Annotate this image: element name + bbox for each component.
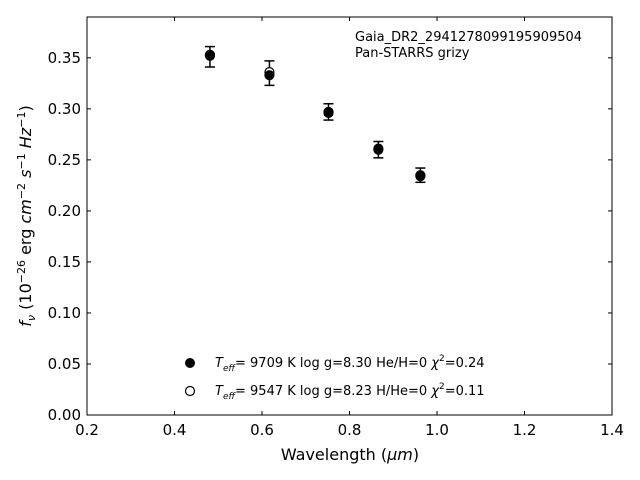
data-points: [204, 49, 426, 182]
x-tick-label: 1.4: [600, 421, 624, 439]
y-axis-ticks: 0.00 0.05 0.10 0.15 0.20 0.25 0.30 0.35: [48, 49, 612, 424]
legend-label-2: Teff= 9547 K log g=8.23 H/He=0 χ2=0.11: [215, 382, 485, 402]
model-point-filled: [373, 143, 384, 154]
model-point-filled: [323, 106, 334, 118]
x-tick-label: 0.8: [338, 421, 362, 439]
y-tick-label: 0.15: [48, 253, 81, 271]
y-tick-label: 0.05: [48, 355, 81, 373]
legend: Teff= 9709 K log g=8.30 He/H=0 χ2=0.24 T…: [184, 354, 485, 402]
model-point-filled: [204, 49, 216, 60]
x-tick-label: 0.4: [163, 421, 187, 439]
y-axis-label: fν (10−26 erg cm−2 s−1 Hz−1): [15, 105, 38, 326]
x-tick-label: 0.2: [75, 421, 99, 439]
x-tick-label: 1.2: [513, 421, 537, 439]
y-tick-label: 0.20: [48, 202, 81, 220]
y-tick-label: 0.10: [48, 304, 81, 322]
x-axis-label: Wavelength (μm): [281, 445, 419, 464]
annotation-line-1: Gaia_DR2_2941278099195909504: [355, 30, 582, 45]
y-tick-label: 0.25: [48, 151, 81, 169]
model-point-filled: [264, 70, 275, 81]
x-axis-ticks: 0.2 0.4 0.6 0.8 1.0 1.2 1.4: [75, 17, 624, 439]
y-tick-label: 0.30: [48, 100, 81, 118]
legend-marker-open: [184, 385, 196, 397]
legend-label-1: Teff= 9709 K log g=8.30 He/H=0 χ2=0.24: [215, 354, 485, 374]
annotation-line-2: Pan-STARRS grizy: [355, 46, 470, 61]
y-tick-label: 0.35: [48, 49, 81, 67]
legend-marker-filled: [185, 358, 195, 368]
x-tick-label: 1.0: [425, 421, 449, 439]
x-tick-label: 0.6: [250, 421, 274, 439]
plot-area: [86, 16, 613, 416]
model-point-filled: [415, 170, 426, 181]
y-tick-label: 0.00: [48, 406, 81, 424]
